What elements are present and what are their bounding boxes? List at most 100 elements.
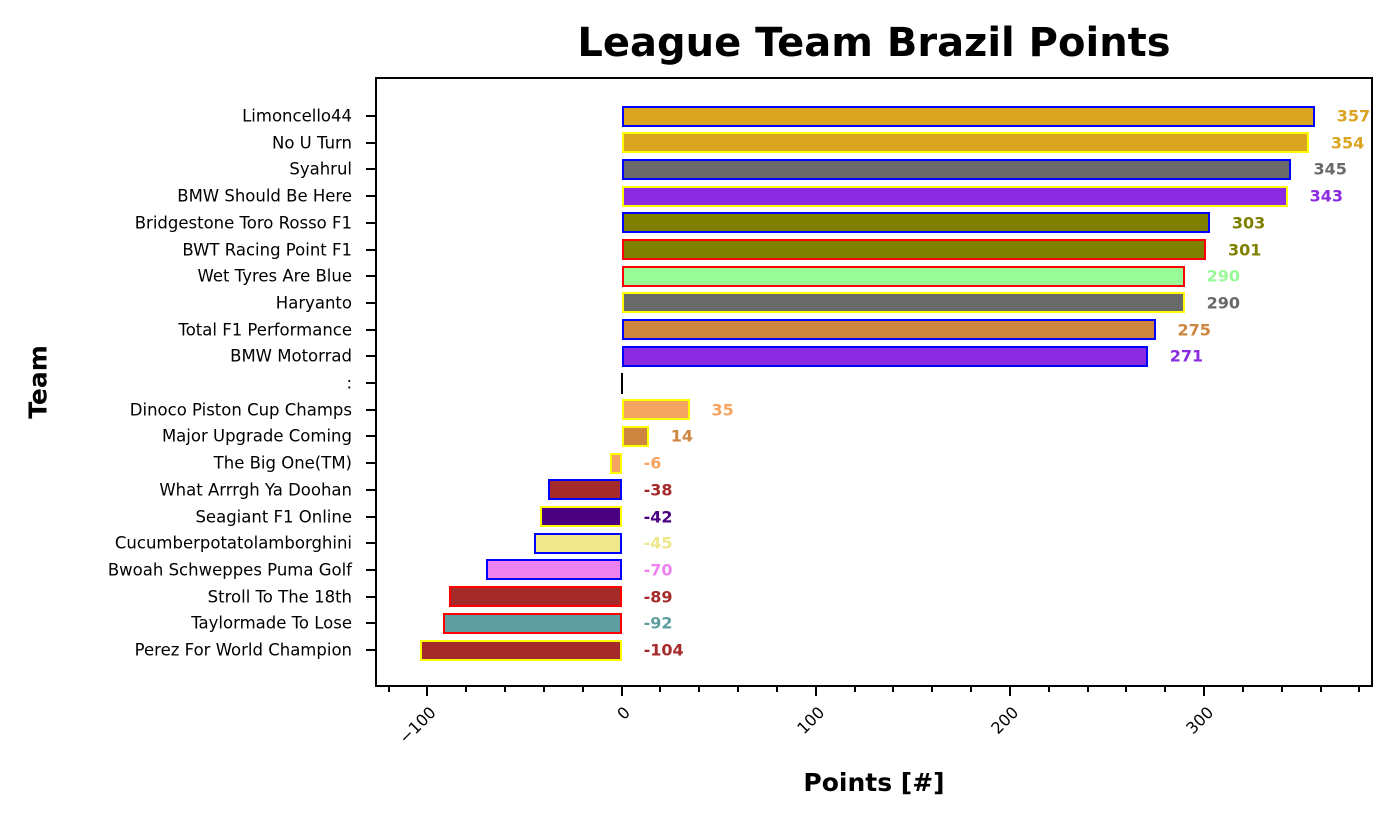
- y-tick: [366, 275, 375, 278]
- bar: [621, 132, 1309, 154]
- y-tick-label: Limoncello44: [242, 106, 352, 126]
- plot-area: [375, 77, 1373, 687]
- y-tick-label: Syahrul: [289, 159, 352, 179]
- x-minor-tick: [1319, 687, 1322, 692]
- bar-value-label: 301: [1228, 240, 1262, 259]
- y-tick: [366, 622, 375, 625]
- y-tick-label: BMW Should Be Here: [177, 186, 352, 206]
- bar-value-label: -38: [643, 480, 673, 500]
- bar: [485, 559, 622, 581]
- bar: [621, 345, 1148, 367]
- x-minor-tick: [775, 687, 778, 692]
- bar: [621, 292, 1185, 314]
- bar-value-label: -89: [643, 587, 673, 607]
- x-minor-tick: [1241, 687, 1244, 692]
- x-minor-tick: [1086, 687, 1089, 692]
- bar: [621, 425, 649, 447]
- y-tick: [366, 488, 375, 491]
- y-tick: [366, 408, 375, 411]
- x-minor-tick: [1280, 687, 1283, 692]
- x-major-tick: [620, 687, 623, 696]
- x-minor-tick: [737, 687, 740, 692]
- y-tick: [366, 248, 375, 251]
- y-tick: [366, 462, 375, 465]
- bar: [534, 532, 622, 554]
- y-tick-label: Taylormade To Lose: [191, 613, 352, 633]
- separator-marker: [620, 372, 624, 394]
- x-minor-tick: [504, 687, 507, 692]
- bar-value-label: -92: [643, 613, 673, 633]
- x-minor-tick: [1125, 687, 1128, 692]
- y-tick: [366, 168, 375, 171]
- bar-value-label: 357: [1336, 106, 1371, 126]
- y-tick: [366, 568, 375, 571]
- x-major-tick: [1008, 687, 1011, 696]
- bar-value-label: 290: [1206, 293, 1241, 313]
- bar: [621, 158, 1292, 180]
- y-tick: [366, 649, 375, 651]
- y-tick-label: What Arrrgh Ya Doohan: [159, 480, 352, 500]
- bar-value-label: 343: [1309, 186, 1343, 206]
- bar: [442, 612, 622, 634]
- y-tick: [366, 221, 375, 224]
- x-minor-tick: [892, 687, 895, 692]
- bar: [621, 105, 1315, 127]
- x-minor-tick: [931, 687, 934, 692]
- bar-value-label: 354: [1330, 133, 1365, 153]
- x-major-tick: [1203, 687, 1206, 696]
- bar-value-label: 303: [1231, 213, 1266, 233]
- y-tick-label: No U Turn: [272, 133, 352, 153]
- y-tick: [366, 115, 375, 117]
- y-tick: [366, 141, 375, 144]
- y-tick: [366, 328, 375, 331]
- x-minor-tick: [581, 687, 584, 692]
- bar-value-label: 35: [711, 400, 734, 420]
- bar: [621, 239, 1206, 260]
- bar: [540, 506, 622, 527]
- bar: [419, 639, 622, 661]
- x-minor-tick: [853, 687, 856, 692]
- bar-value-label: -70: [643, 560, 673, 580]
- y-tick: [366, 542, 375, 545]
- x-minor-tick: [698, 687, 701, 692]
- x-minor-tick: [970, 687, 973, 692]
- y-tick: [366, 382, 375, 384]
- bar: [621, 319, 1156, 341]
- x-minor-tick: [1358, 687, 1361, 692]
- x-minor-tick: [387, 687, 390, 692]
- y-tick-label: Total F1 Performance: [178, 320, 352, 340]
- y-tick-label: Cucumberpotatolamborghini: [114, 533, 352, 553]
- x-minor-tick: [1047, 687, 1050, 692]
- y-tick-label: :: [346, 373, 352, 393]
- x-minor-tick: [465, 687, 468, 692]
- x-axis-label: Points [#]: [803, 768, 945, 797]
- y-tick: [366, 195, 375, 198]
- bar: [448, 586, 622, 608]
- y-tick: [366, 355, 375, 358]
- bar-value-label: -45: [643, 533, 673, 553]
- y-tick-label: The Big One(TM): [213, 453, 352, 473]
- bar-value-label: 290: [1206, 266, 1241, 286]
- bar-value-label: 14: [670, 426, 694, 446]
- x-minor-tick: [542, 687, 545, 692]
- y-tick-label: Major Upgrade Coming: [161, 426, 352, 446]
- y-tick: [366, 301, 375, 304]
- x-major-tick: [814, 687, 817, 696]
- bar: [621, 265, 1185, 287]
- y-tick-label: Seagiant F1 Online: [195, 507, 352, 526]
- y-tick-label: Haryanto: [275, 293, 352, 313]
- x-minor-tick: [659, 687, 662, 692]
- y-tick-label: Stroll To The 18th: [207, 587, 352, 607]
- y-tick-label: Bridgestone Toro Rosso F1: [134, 213, 352, 233]
- bar: [609, 452, 622, 474]
- bar-value-label: -104: [643, 640, 684, 660]
- y-tick: [366, 595, 375, 598]
- bar: [621, 212, 1210, 234]
- chart-title: League Team Brazil Points: [577, 20, 1171, 66]
- bar-value-label: -6: [643, 453, 662, 473]
- bar-value-label: 275: [1177, 320, 1211, 340]
- bar: [621, 185, 1288, 207]
- x-major-tick: [426, 687, 429, 696]
- y-tick: [366, 435, 375, 438]
